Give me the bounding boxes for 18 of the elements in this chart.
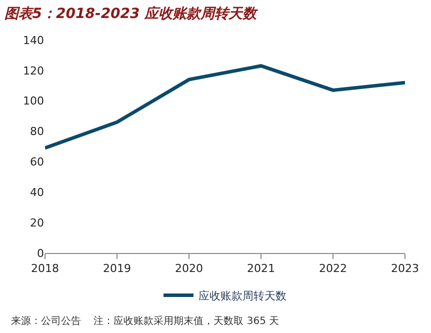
x-tick-label: 2018 — [31, 262, 59, 276]
chart-title: 图表5：2018-2023 应收账款周转天数 — [4, 5, 259, 22]
y-tick-label: 0 — [37, 246, 44, 260]
source-note: 来源：公司公告 注：应收账款采用期末值，天数取 365 天 — [11, 315, 280, 327]
x-tick-label: 2019 — [103, 262, 131, 276]
y-tick-label: 80 — [30, 125, 44, 138]
x-tick-label: 2021 — [247, 262, 275, 276]
y-tick-label: 20 — [30, 216, 44, 230]
y-tick-label: 40 — [30, 186, 44, 199]
y-tick-label: 120 — [23, 64, 44, 78]
y-tick-label: 100 — [23, 94, 44, 108]
x-tick-label: 2022 — [319, 262, 347, 276]
x-tick-label: 2020 — [175, 262, 203, 276]
line-series — [45, 64, 405, 150]
x-tick-label: 2023 — [391, 262, 419, 276]
y-tick-label: 60 — [30, 156, 44, 169]
legend-label: 应收账款周转天数 — [198, 289, 286, 302]
y-tick-label: 140 — [23, 34, 44, 47]
